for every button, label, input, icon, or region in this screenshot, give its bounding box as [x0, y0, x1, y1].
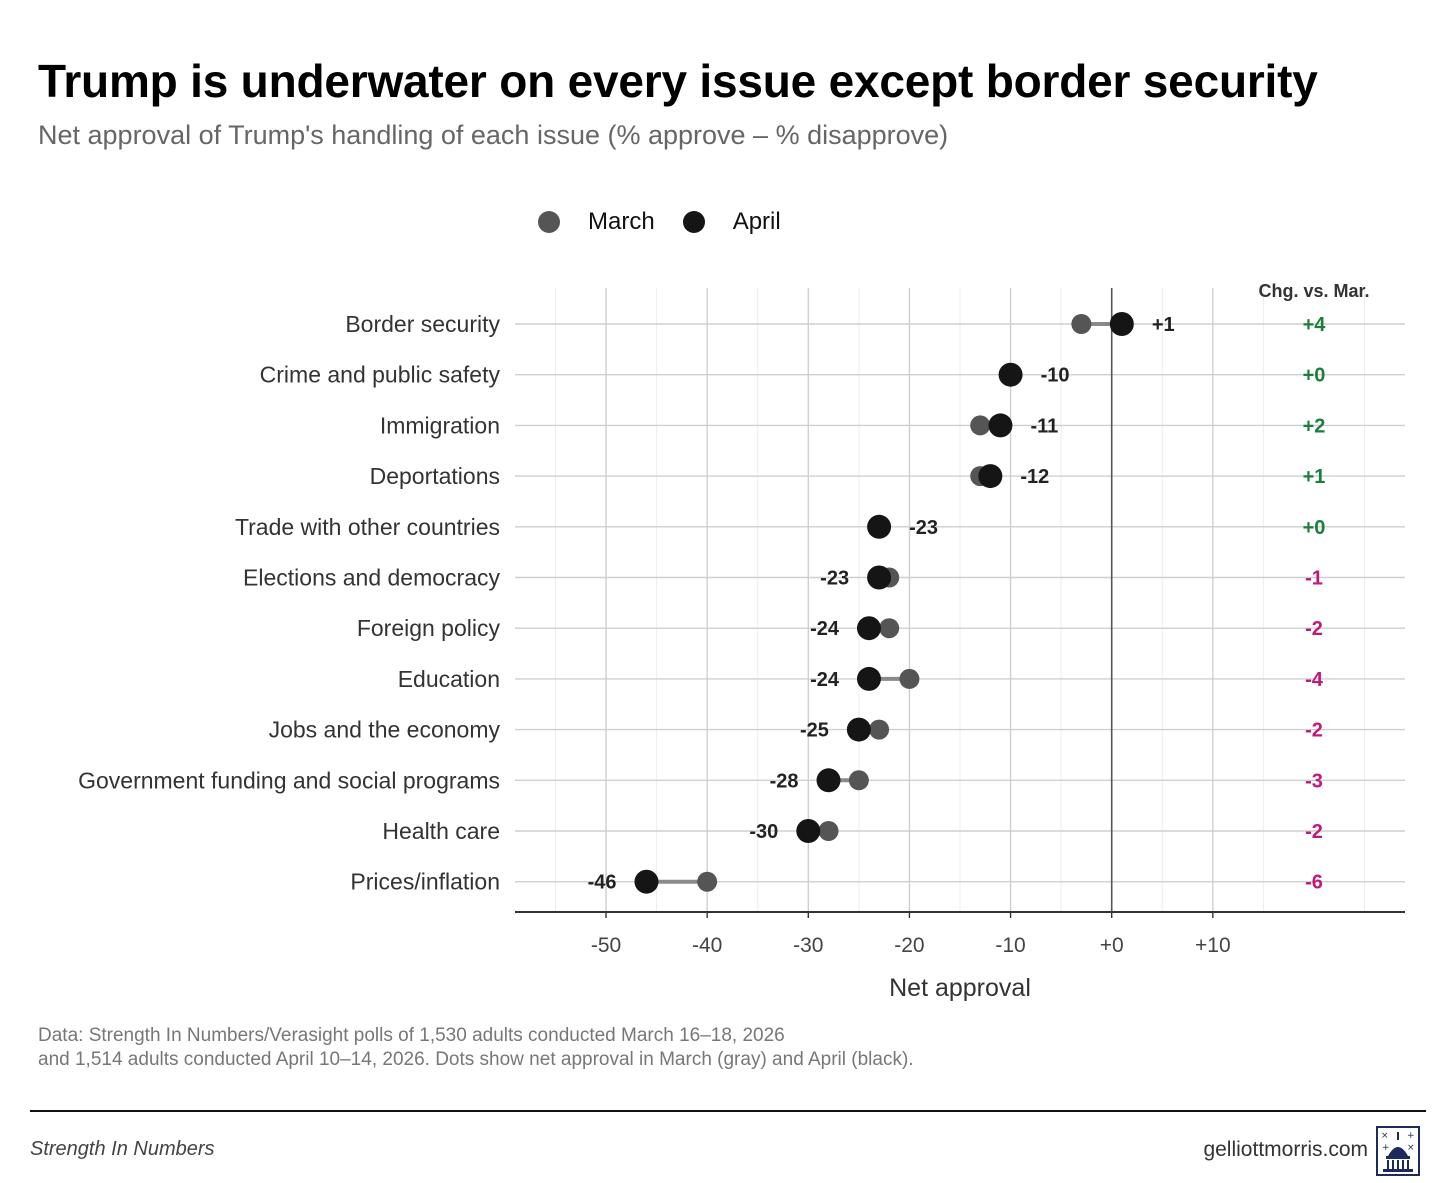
- change-value: -2: [1305, 720, 1323, 742]
- change-value: -3: [1305, 770, 1323, 792]
- site-url: gelliottmorris.com: [1203, 1138, 1368, 1161]
- change-value: +1: [1303, 466, 1326, 488]
- april-value-label: +1: [1152, 314, 1175, 336]
- april-value-label: -30: [749, 821, 778, 843]
- category-label: Jobs and the economy: [269, 717, 501, 743]
- april-dot: [867, 514, 892, 539]
- svg-text:×: ×: [1381, 1131, 1389, 1141]
- category-label: Government funding and social programs: [78, 767, 500, 793]
- april-dot: [988, 413, 1013, 438]
- april-dot: [998, 362, 1023, 387]
- april-value-label: -10: [1041, 365, 1070, 387]
- x-tick-label: -50: [591, 934, 621, 957]
- category-label: Trade with other countries: [235, 514, 500, 540]
- april-value-label: -12: [1020, 466, 1049, 488]
- footer-divider: [30, 1110, 1426, 1112]
- legend-march-dot: [538, 211, 560, 233]
- svg-text:+: +: [1382, 1143, 1390, 1153]
- legend-april-dot: [682, 211, 705, 233]
- x-tick-label: -30: [793, 934, 823, 957]
- legend-march-label: March: [588, 208, 655, 235]
- legend-april-label: April: [732, 208, 781, 235]
- chart-subtitle: Net approval of Trump's handling of each…: [38, 120, 949, 150]
- march-dot: [697, 871, 718, 892]
- march-dot: [848, 770, 869, 791]
- category-label: Prices/inflation: [350, 869, 500, 895]
- march-dot: [970, 415, 991, 436]
- capitol-dome-icon: × + + ×: [1376, 1126, 1420, 1176]
- category-label: Education: [398, 666, 500, 692]
- x-tick-label: -20: [894, 934, 924, 957]
- april-value-label: -28: [770, 770, 799, 792]
- change-value: -1: [1305, 568, 1323, 590]
- x-tick-label: +10: [1195, 934, 1231, 957]
- dumbbell-chart: -50 -40 -30 -20 -10 +0 +10 Net approval Chg. vs.…: [78, 281, 1405, 1002]
- x-tick-label: +0: [1100, 934, 1124, 957]
- category-label: Health care: [382, 818, 500, 844]
- march-dot: [879, 618, 900, 639]
- march-dot: [899, 668, 920, 689]
- change-value: +4: [1303, 314, 1327, 336]
- source-line-1: Data: Strength In Numbers/Verasight poll…: [38, 1025, 785, 1046]
- april-value-label: -11: [1030, 415, 1058, 437]
- april-dot: [1109, 312, 1134, 336]
- change-value: +0: [1303, 517, 1326, 539]
- category-label: Elections and democracy: [243, 565, 500, 591]
- source-line-2: and 1,514 adults conducted April 10–14, …: [38, 1049, 914, 1070]
- change-value: +0: [1303, 365, 1326, 387]
- change-value: -2: [1305, 618, 1323, 640]
- april-dot: [856, 666, 881, 691]
- april-value-label: -46: [588, 872, 617, 894]
- april-dot: [816, 768, 841, 793]
- svg-text:×: ×: [1407, 1143, 1415, 1153]
- brand-name: Strength In Numbers: [30, 1138, 215, 1160]
- april-dot: [796, 819, 821, 843]
- change-column-header: Chg. vs. Mar.: [1258, 281, 1369, 301]
- april-dot: [856, 616, 881, 641]
- x-tick-label: -10: [995, 934, 1025, 957]
- category-label: Border security: [345, 311, 500, 337]
- change-value: -4: [1305, 669, 1324, 691]
- chart-title: Trump is underwater on every issue excep…: [38, 55, 1318, 107]
- april-value-label: -24: [810, 669, 840, 691]
- x-tick-label: -40: [692, 934, 722, 957]
- category-label: Foreign policy: [357, 615, 501, 641]
- svg-text:+: +: [1407, 1131, 1415, 1141]
- april-value-label: -23: [820, 568, 849, 590]
- april-value-label: -25: [800, 720, 829, 742]
- april-dot: [867, 565, 892, 590]
- change-value: -6: [1305, 872, 1323, 894]
- category-label: Immigration: [380, 412, 500, 438]
- march-dot: [869, 719, 890, 740]
- april-value-label: -23: [909, 517, 938, 539]
- march-dot: [1071, 314, 1092, 334]
- change-value: +2: [1303, 415, 1326, 437]
- category-label: Crime and public safety: [260, 362, 501, 388]
- april-dot: [978, 464, 1003, 489]
- march-dot: [818, 821, 839, 841]
- change-value: -2: [1305, 821, 1323, 843]
- category-label: Deportations: [370, 463, 500, 489]
- april-value-label: -24: [810, 618, 840, 640]
- source-note: Data: Strength In Numbers/Verasight poll…: [38, 1024, 914, 1072]
- legend: March April: [538, 206, 809, 238]
- x-axis-title: Net approval: [889, 974, 1031, 1002]
- april-dot: [634, 869, 659, 894]
- april-dot: [846, 717, 871, 742]
